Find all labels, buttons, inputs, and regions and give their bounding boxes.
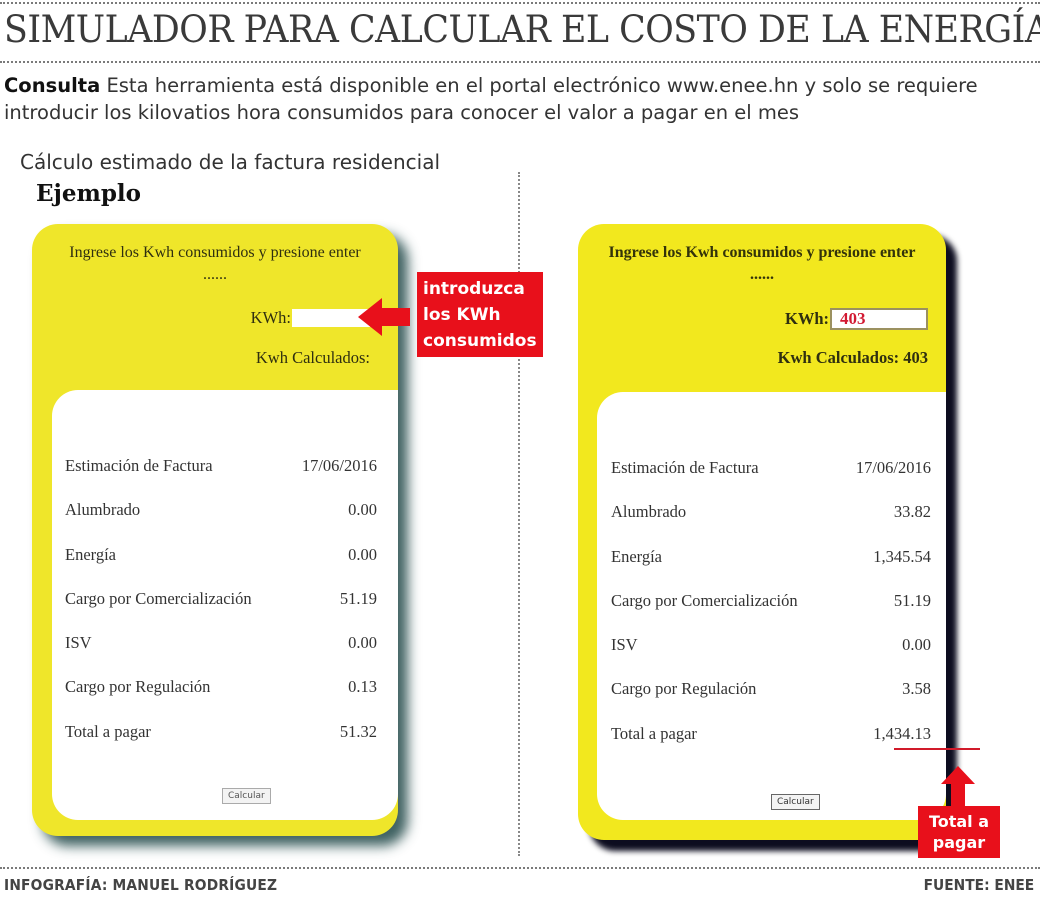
row-value: 0.00 <box>348 544 377 564</box>
bill-row-regulation-charge: Cargo por Regulación 0.13 <box>65 677 377 721</box>
kwh-label: KWh: <box>250 308 291 327</box>
total-underline <box>894 748 980 750</box>
row-label: Cargo por Comercialización <box>611 590 798 610</box>
bill-row-energy: Energía 0.00 <box>65 545 377 589</box>
vertical-dotted-divider <box>518 172 520 856</box>
kwh-calculated: Kwh Calculados: <box>255 348 370 367</box>
bill-rows: Estimación de Factura 17/06/2016 Alumbrad… <box>65 456 377 766</box>
row-label: ISV <box>611 635 638 655</box>
row-label: ISV <box>65 633 92 653</box>
kwh-input[interactable] <box>292 309 370 327</box>
kwh-input[interactable]: 403 <box>830 308 928 330</box>
title-dotted-rule <box>0 61 1040 63</box>
row-label: Alumbrado <box>611 502 687 522</box>
row-label: Total a pagar <box>65 721 151 741</box>
row-label: Alumbrado <box>65 500 141 520</box>
kwh-input-row: KWh: 403 <box>785 308 928 330</box>
callout-line: los KWh <box>423 305 501 325</box>
row-value: 0.00 <box>902 635 931 655</box>
kwh-calculated: Kwh Calculados: 403 <box>777 348 928 367</box>
row-value: 1,434.13 <box>873 723 931 743</box>
row-value: 17/06/2016 <box>301 456 377 475</box>
callout-line: introduzca <box>423 279 525 299</box>
row-value: 51.19 <box>339 588 377 608</box>
infographic-credit: INFOGRAFÍA: MANUEL RODRÍGUEZ <box>4 876 278 894</box>
row-label: Cargo por Regulación <box>611 679 757 699</box>
calculate-button[interactable]: Calcular <box>222 788 271 804</box>
bill-row-estimate: Estimación de Factura 17/06/2016 <box>65 456 377 500</box>
row-value: 51.32 <box>339 721 377 741</box>
bill-row-energy: Energía 1,345.54 <box>611 547 931 591</box>
intro-paragraph: Consulta Esta herramienta está disponibl… <box>4 72 1034 126</box>
row-value: 51.19 <box>893 590 931 610</box>
source-credit: FUENTE: ENEE <box>923 876 1034 894</box>
arrow-left-icon <box>358 298 410 336</box>
row-value: 0.00 <box>348 633 377 653</box>
row-value: 3.58 <box>902 679 931 699</box>
example-heading: Ejemplo <box>36 180 141 207</box>
bill-row-total: Total a pagar 51.32 <box>65 722 377 766</box>
input-prompt: Ingrese los Kwh consumidos y presione en… <box>608 244 916 283</box>
row-label: Estimación de Factura <box>65 456 213 475</box>
row-value: 0.13 <box>348 677 377 697</box>
callout-line: Total a <box>928 812 990 831</box>
row-label: Cargo por Regulación <box>65 677 211 697</box>
row-label: Energía <box>611 546 663 566</box>
page-title: SIMULADOR PARA CALCULAR EL COSTO DE LA E… <box>4 8 1040 51</box>
bill-row-commercial-charge: Cargo por Comercialización 51.19 <box>65 589 377 633</box>
bill-row-isv: ISV 0.00 <box>611 635 931 679</box>
bill-row-lighting: Alumbrado 0.00 <box>65 500 377 544</box>
row-label: Cargo por Comercialización <box>65 588 252 608</box>
bill-rows: Estimación de Factura 17/06/2016 Alumbrad… <box>611 458 931 768</box>
bill-panel: Estimación de Factura 17/06/2016 Alumbrad… <box>52 390 398 820</box>
row-label: Energía <box>65 544 117 564</box>
intro-label: Consulta <box>4 74 101 97</box>
intro-text: Esta herramienta está disponible en el p… <box>4 74 978 124</box>
arrow-up-icon <box>941 766 975 806</box>
callout-line: consumidos <box>423 331 537 351</box>
kwh-input-row: KWh: <box>251 308 370 328</box>
row-value: 33.82 <box>893 502 931 522</box>
enter-kwh-callout: introduzca los KWh consumidos <box>417 272 543 357</box>
bill-row-regulation-charge: Cargo por Regulación 3.58 <box>611 679 931 723</box>
bill-panel: Estimación de Factura 17/06/2016 Alumbrad… <box>597 392 980 820</box>
simulator-card-filled: Ingrese los Kwh consumidos y presione en… <box>578 224 980 840</box>
section-subtitle: Cálculo estimado de la factura residenci… <box>20 150 441 174</box>
bill-row-commercial-charge: Cargo por Comercialización 51.19 <box>611 591 931 635</box>
footer-dotted-rule <box>0 867 1040 869</box>
bill-row-estimate: Estimación de Factura 17/06/2016 <box>611 458 931 502</box>
simulator-card-empty: Ingrese los Kwh consumidos y presione en… <box>32 224 398 836</box>
row-value: 1,345.54 <box>873 546 931 566</box>
bill-row-isv: ISV 0.00 <box>65 633 377 677</box>
top-dotted-rule <box>0 2 1040 4</box>
row-label: Estimación de Factura <box>611 458 759 477</box>
kwh-label: KWh: <box>784 309 829 328</box>
row-value: 17/06/2016 <box>855 458 931 477</box>
row-value: 0.00 <box>348 500 377 520</box>
row-label: Total a pagar <box>611 723 697 743</box>
total-to-pay-callout: Total a pagar <box>918 806 1000 858</box>
bill-row-total: Total a pagar 1,434.13 <box>611 724 931 768</box>
calculate-button[interactable]: Calcular <box>771 794 820 810</box>
bill-row-lighting: Alumbrado 33.82 <box>611 502 931 546</box>
callout-line: pagar <box>932 833 986 852</box>
input-prompt: Ingrese los Kwh consumidos y presione en… <box>69 244 361 283</box>
